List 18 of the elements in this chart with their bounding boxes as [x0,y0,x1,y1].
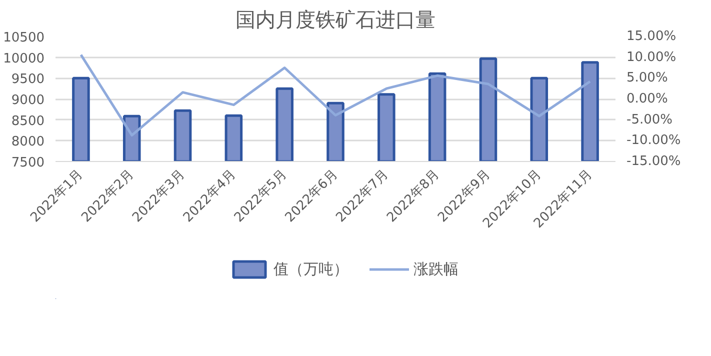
legend-label: 涨跌幅 [414,260,458,278]
y-tick-label: 7500 [11,156,45,170]
y2-tick-label: 15.00% [626,29,676,44]
y2-tick-label: 10.00% [626,50,676,65]
y-tick-label: 10000 [3,51,45,66]
y-tick-label: 8500 [11,114,45,129]
y2-tick-label: 5.00% [626,70,668,86]
line-series [80,54,592,136]
y2-tick-label: -5.00% [626,112,672,128]
y2-tick-label: -10.00% [626,133,681,148]
y-tick-label: 10500 [3,30,45,46]
legend-label: 值（万吨） [274,260,348,278]
y-tick-label: 9000 [11,93,45,108]
chart-title: 国内月度铁矿石进口量 [236,8,436,32]
y2-tick-label: 0.00% [626,92,668,106]
y-tick-label: 9500 [11,72,45,88]
y2-tick-label: -15.00% [626,154,681,169]
y-tick-label: 8000 [11,134,45,150]
